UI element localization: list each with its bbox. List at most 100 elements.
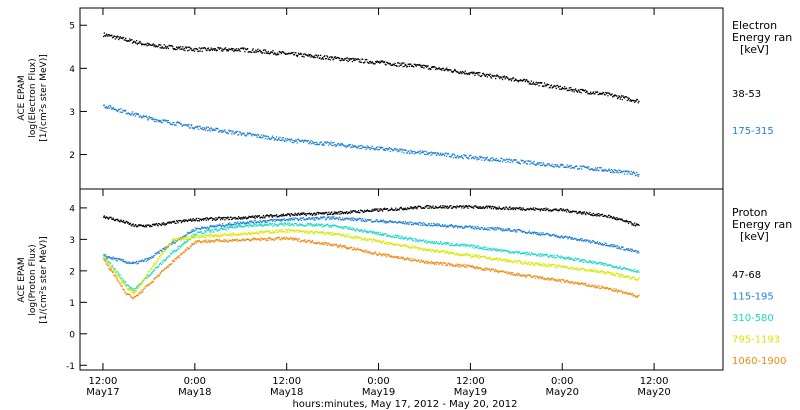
data-point: [189, 232, 191, 234]
data-point: [198, 125, 200, 128]
data-point: [605, 243, 608, 245]
data-point: [105, 256, 107, 258]
data-point: [311, 217, 313, 219]
data-point: [469, 245, 471, 248]
data-point: [593, 240, 595, 243]
data-point: [243, 132, 245, 135]
data-point: [353, 59, 355, 61]
data-point: [356, 236, 358, 238]
data-point: [539, 164, 541, 167]
data-point: [355, 58, 358, 60]
data-point: [208, 227, 210, 229]
data-point: [530, 162, 533, 164]
data-point: [429, 224, 431, 227]
data-point: [106, 107, 108, 109]
data-point: [122, 288, 124, 290]
data-point: [461, 156, 464, 159]
data-point: [297, 224, 300, 227]
data-point: [634, 172, 636, 175]
data-point: [609, 170, 611, 172]
data-point: [579, 268, 581, 270]
data-point: [262, 232, 265, 234]
data-point: [596, 91, 599, 93]
data-point: [112, 36, 114, 38]
data-point: [450, 155, 453, 157]
data-point: [274, 221, 276, 223]
data-point: [187, 240, 189, 242]
data-point: [459, 156, 462, 158]
data-point: [620, 96, 622, 98]
data-point: [478, 227, 480, 229]
data-point: [607, 170, 609, 172]
data-point: [585, 211, 588, 213]
data-point: [282, 139, 284, 141]
data-point: [125, 285, 127, 287]
data-point: [358, 61, 360, 63]
data-point: [158, 256, 161, 258]
data-point: [513, 159, 515, 161]
data-point: [496, 257, 498, 259]
data-point: [218, 229, 220, 231]
data-point: [120, 285, 123, 287]
data-point: [634, 225, 637, 227]
data-point: [627, 268, 630, 271]
data-point: [563, 236, 566, 238]
data-point: [319, 212, 321, 214]
data-point: [189, 245, 192, 247]
data-point: [476, 72, 478, 74]
data-point: [408, 63, 410, 65]
data-point: [384, 207, 386, 209]
data-point: [528, 253, 530, 255]
data-point: [596, 271, 598, 274]
data-point: [202, 227, 204, 229]
data-point: [328, 218, 331, 220]
data-point: [384, 222, 386, 224]
data-point: [150, 282, 152, 284]
data-point: [591, 241, 593, 243]
data-point: [515, 251, 517, 253]
data-point: [534, 207, 537, 209]
data-point: [446, 242, 448, 244]
data-point: [613, 172, 615, 174]
data-point: [631, 99, 633, 102]
data-point: [280, 52, 282, 55]
data-point: [187, 236, 189, 239]
data-point: [469, 225, 471, 227]
data-point: [352, 146, 354, 148]
data-point: [334, 224, 336, 226]
data-point: [417, 151, 419, 153]
data-point: [226, 218, 228, 220]
data-point: [483, 159, 486, 162]
data-point: [160, 47, 163, 49]
data-point: [229, 222, 231, 224]
data-point: [629, 173, 631, 175]
data-point: [363, 238, 365, 240]
data-point: [103, 35, 105, 38]
data-point: [119, 278, 121, 280]
data-point: [513, 207, 515, 209]
data-point: [403, 238, 405, 240]
data-point: [306, 213, 308, 215]
data-point: [349, 143, 351, 146]
data-point: [249, 233, 251, 235]
data-point: [260, 134, 262, 136]
data-point: [619, 98, 621, 100]
data-point: [251, 221, 253, 223]
data-point: [275, 229, 277, 231]
data-point: [612, 95, 615, 97]
data-point: [222, 218, 224, 220]
data-point: [618, 169, 620, 171]
data-point: [400, 238, 402, 240]
data-point: [284, 229, 287, 231]
data-point: [574, 267, 576, 270]
data-point: [529, 163, 531, 165]
data-point: [136, 226, 138, 228]
data-point: [307, 140, 309, 142]
data-point: [509, 229, 511, 231]
data-point: [356, 229, 358, 231]
data-point: [596, 213, 599, 215]
data-point: [616, 247, 618, 249]
data-point: [340, 212, 342, 215]
data-point: [173, 239, 176, 242]
data-point: [417, 248, 420, 251]
